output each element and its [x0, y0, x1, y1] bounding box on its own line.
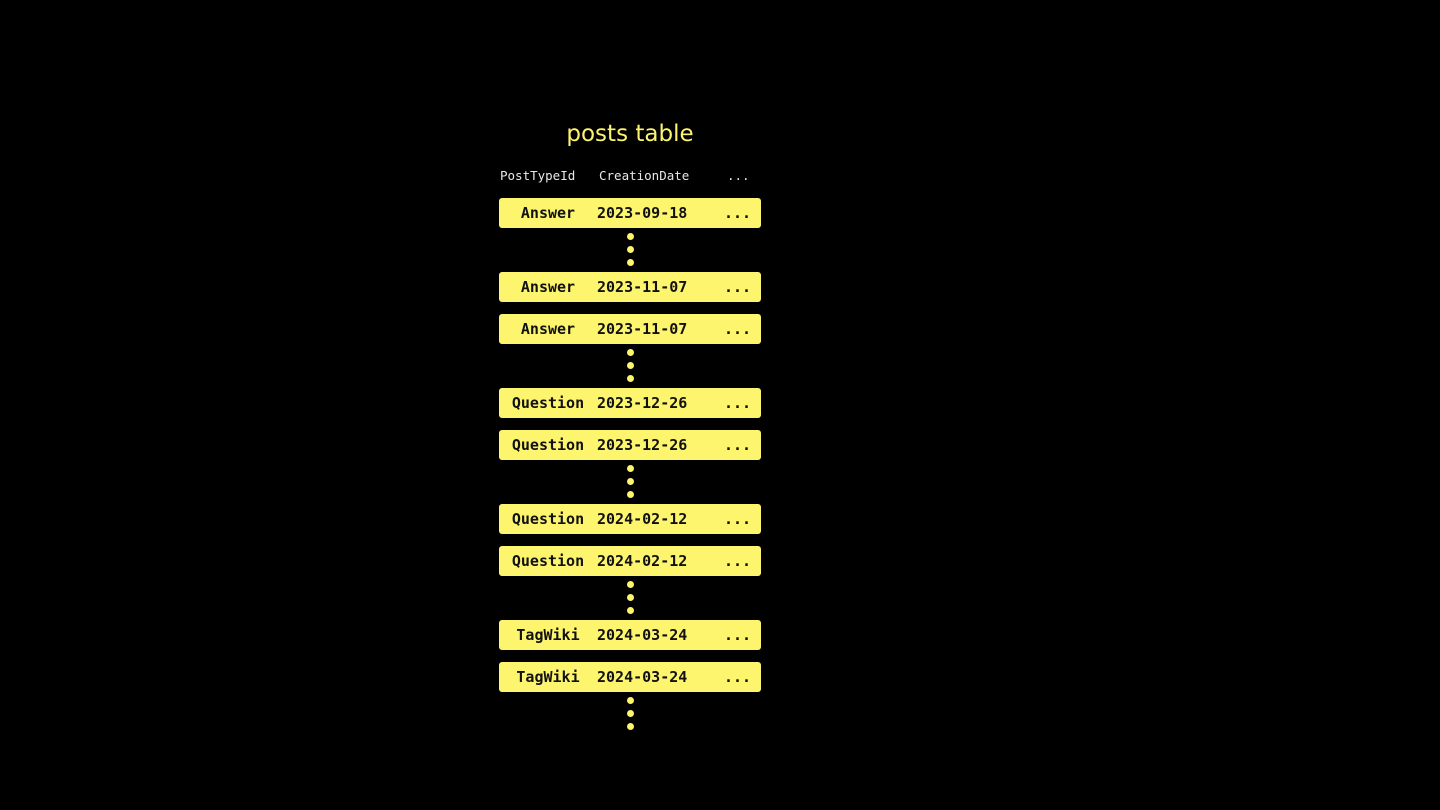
dot — [626, 710, 634, 717]
ellipsis-vertical-icon — [499, 576, 761, 620]
dot — [626, 246, 634, 253]
posts-rows: Answer 2023-09-18... Answer 2023-11-07... An… — [499, 198, 761, 736]
table-row: Answer 2023-09-18... — [499, 198, 761, 228]
cell-posttypeid: TagWiki — [516, 626, 580, 644]
cell-more: ... — [724, 394, 752, 412]
dot — [626, 465, 634, 472]
cell-posttypeid: Question — [511, 394, 585, 412]
cell-creationdate: 2024-03-24 — [597, 668, 688, 686]
dot — [626, 375, 634, 382]
ellipsis-vertical-icon — [499, 344, 761, 388]
cell-more: ... — [724, 668, 752, 686]
cell-creationdate: 2023-12-26 — [597, 436, 688, 454]
cell-posttypeid: Question — [511, 436, 585, 454]
cell-more: ... — [724, 436, 752, 454]
cell-posttypeid: Answer — [520, 320, 576, 338]
dot — [626, 607, 634, 614]
table-row: Question 2024-02-12... — [499, 546, 761, 576]
ellipsis-vertical-icon — [499, 692, 761, 736]
cell-creationdate: 2023-11-07 — [597, 320, 688, 338]
header-more: ... — [727, 168, 750, 183]
cell-more: ... — [724, 626, 752, 644]
dot — [626, 594, 634, 601]
dot — [626, 349, 634, 356]
cell-creationdate: 2023-11-07 — [597, 278, 688, 296]
cell-posttypeid: Question — [511, 510, 585, 528]
cell-creationdate: 2024-02-12 — [597, 510, 688, 528]
table-row: Question 2023-12-26... — [499, 388, 761, 418]
dot — [626, 723, 634, 730]
dot — [626, 491, 634, 498]
header-posttypeid: PostTypeId — [500, 168, 576, 183]
header-creationdate: CreationDate — [599, 168, 690, 183]
ellipsis-vertical-icon — [499, 228, 761, 272]
dot — [626, 362, 634, 369]
cell-posttypeid: Answer — [520, 204, 576, 222]
cell-creationdate: 2023-09-18 — [597, 204, 688, 222]
table-row: TagWiki 2024-03-24... — [499, 620, 761, 650]
cell-more: ... — [724, 320, 752, 338]
table-row: Answer 2023-11-07... — [499, 272, 761, 302]
cell-posttypeid: Answer — [520, 278, 576, 296]
dot — [626, 478, 634, 485]
cell-more: ... — [724, 510, 752, 528]
dot — [626, 581, 634, 588]
cell-more: ... — [724, 278, 752, 296]
cell-more: ... — [724, 204, 752, 222]
table-row: Question 2023-12-26... — [499, 430, 761, 460]
dot — [626, 259, 634, 266]
cell-posttypeid: Question — [511, 552, 585, 570]
table-row: Answer 2023-11-07... — [499, 314, 761, 344]
table-row: Question 2024-02-12... — [499, 504, 761, 534]
cell-creationdate: 2023-12-26 — [597, 394, 688, 412]
diagram-title: posts table — [566, 121, 694, 147]
cell-posttypeid: TagWiki — [516, 668, 580, 686]
dot — [626, 697, 634, 704]
table-row: TagWiki 2024-03-24... — [499, 662, 761, 692]
cell-more: ... — [724, 552, 752, 570]
ellipsis-vertical-icon — [499, 460, 761, 504]
dot — [626, 233, 634, 240]
cell-creationdate: 2024-03-24 — [597, 626, 688, 644]
cell-creationdate: 2024-02-12 — [597, 552, 688, 570]
